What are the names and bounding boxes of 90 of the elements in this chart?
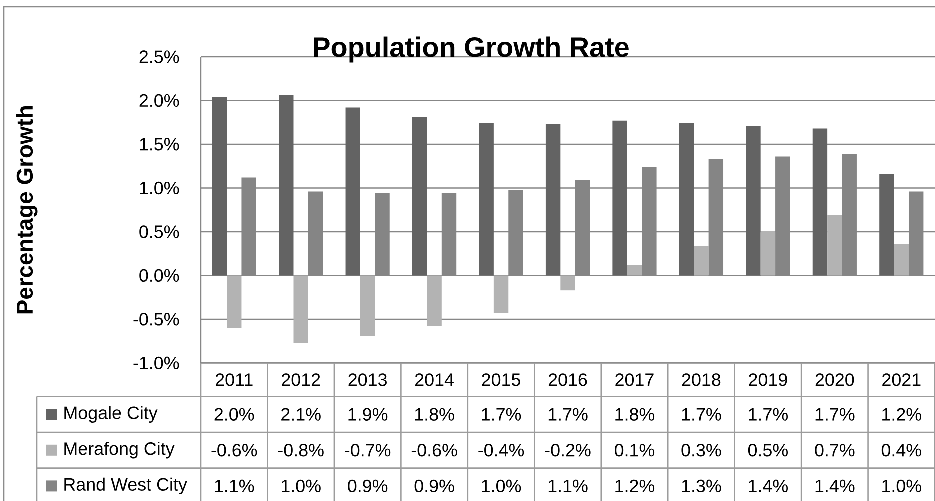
data-label: 1.8% <box>415 408 454 421</box>
bar <box>812 128 828 276</box>
data-label: 1.4% <box>816 480 855 492</box>
x-tick-label: 2021 <box>882 374 921 386</box>
x-tick-label: 2015 <box>482 374 520 386</box>
y-tick-label: -1.0% <box>134 356 180 370</box>
bar <box>708 159 724 276</box>
data-label: 0.5% <box>748 444 788 457</box>
x-tick-label: 2014 <box>416 374 454 386</box>
data-label: -0.4% <box>478 444 524 457</box>
bar <box>212 97 228 276</box>
bar <box>560 276 576 291</box>
bar <box>894 244 909 276</box>
bar <box>279 95 294 276</box>
y-tick-label: 1.5% <box>140 138 180 151</box>
data-label: 1.0% <box>482 480 522 493</box>
legend-label: Mogale City <box>64 406 158 423</box>
bar <box>679 123 694 276</box>
bar <box>375 193 390 276</box>
bar <box>227 276 242 328</box>
bar <box>294 276 308 344</box>
data-label: 0.7% <box>815 444 855 457</box>
data-label: 1.7% <box>749 408 788 421</box>
data-label: -0.2% <box>545 444 591 457</box>
data-label: 1.8% <box>616 408 655 421</box>
x-tick-label: 2020 <box>816 374 854 386</box>
y-tick-label: 2.5% <box>140 50 180 64</box>
bar <box>627 265 642 276</box>
data-label: 0.1% <box>615 444 655 457</box>
x-tick-label: 2012 <box>282 374 320 386</box>
data-label: 1.0% <box>882 480 922 493</box>
bar <box>828 215 842 276</box>
data-label: 0.4% <box>882 444 922 457</box>
bar <box>908 192 924 276</box>
data-label: 1.1% <box>548 480 588 492</box>
x-tick-label: 2017 <box>616 374 654 386</box>
data-label: 2.1% <box>282 408 321 421</box>
chart-title: Population Growth Rate <box>314 36 629 63</box>
bar <box>508 190 524 276</box>
x-tick-label: 2019 <box>749 374 788 386</box>
y-tick-label: 2.0% <box>140 94 180 108</box>
bar <box>360 276 376 336</box>
x-tick-label: 2013 <box>348 374 387 386</box>
x-tick-label: 2011 <box>216 374 253 386</box>
bar <box>760 231 776 276</box>
data-label: 1.2% <box>616 480 655 493</box>
data-label: 0.9% <box>414 480 454 493</box>
data-label: 1.7% <box>682 408 722 421</box>
data-label: -0.7% <box>345 444 391 457</box>
y-tick-label: -0.5% <box>134 313 180 326</box>
data-label: 1.3% <box>682 480 722 493</box>
bar <box>776 156 790 276</box>
bar <box>412 117 428 276</box>
bar <box>842 154 857 276</box>
bar <box>494 276 509 314</box>
data-label: -0.8% <box>278 444 324 457</box>
x-tick-label: 2016 <box>548 374 588 386</box>
bar <box>308 192 324 276</box>
data-label: 1.1% <box>215 480 254 492</box>
x-tick-label: 2018 <box>682 374 721 386</box>
y-tick-label: 1.0% <box>140 182 180 195</box>
data-label: -0.6% <box>212 444 258 457</box>
data-label: 1.9% <box>348 408 388 421</box>
bar <box>694 246 709 276</box>
data-label: 1.7% <box>816 408 855 421</box>
bar <box>242 178 256 276</box>
bar <box>479 123 494 276</box>
legend-label: Merafong City <box>64 442 175 459</box>
bar <box>746 126 761 276</box>
y-axis-title: Percentage Growth <box>16 106 38 314</box>
bar <box>427 276 442 326</box>
data-label: 1.7% <box>548 408 588 421</box>
y-tick-label: 0.0% <box>140 269 180 282</box>
bar <box>442 193 457 276</box>
y-tick-label: 0.5% <box>140 226 180 238</box>
legend-label: Rand West City <box>64 478 188 495</box>
bar <box>575 180 590 276</box>
data-label: 1.2% <box>882 408 922 421</box>
bar <box>880 174 894 276</box>
data-label: 1.7% <box>482 408 522 421</box>
data-label: 1.0% <box>282 480 321 493</box>
bar <box>612 120 628 276</box>
data-label: 1.4% <box>749 480 788 492</box>
bar <box>546 124 561 276</box>
bar <box>642 167 657 276</box>
data-label: 2.0% <box>214 408 254 421</box>
bar <box>346 108 360 276</box>
data-label: 0.3% <box>682 444 722 457</box>
data-label: 0.9% <box>348 480 388 493</box>
data-label: -0.6% <box>412 444 458 457</box>
